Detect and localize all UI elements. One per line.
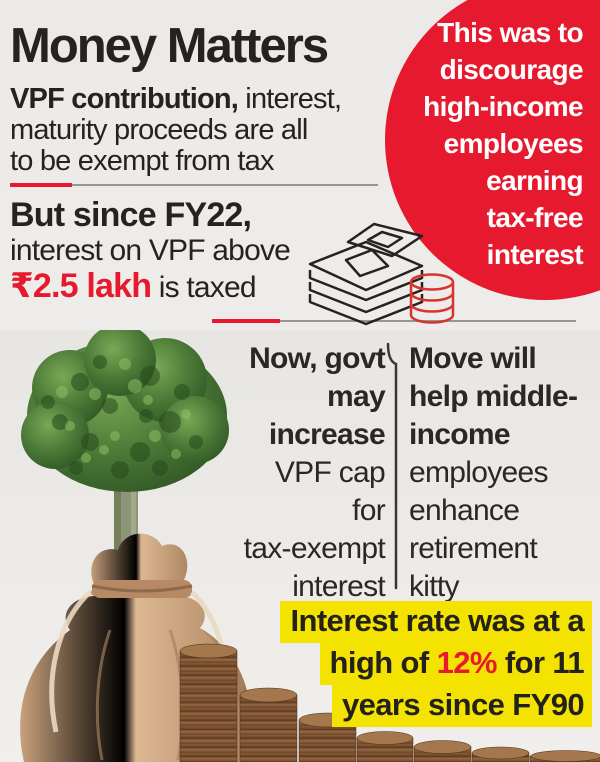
money-plant-photo (0, 330, 600, 762)
foliage-shadow-speckles (41, 355, 203, 479)
fact-line: income (409, 418, 511, 451)
stat-percent: 12% (436, 645, 498, 680)
stat-line-1: Interest rate was at a (280, 601, 592, 643)
fact-line: tax-exempt (243, 532, 386, 565)
red-accent-segment (10, 183, 72, 187)
stat-pre: high of (329, 645, 437, 680)
headline: Money Matters (10, 19, 329, 73)
column-divider (386, 342, 398, 590)
stat-line-2: high of 12% for 11 (319, 643, 592, 685)
intro-text: VPF contribution, interest, maturity pro… (10, 83, 342, 177)
fact-line: increase (268, 418, 386, 451)
fact-line: Move will (409, 342, 537, 375)
foliage-light-speckles (56, 358, 191, 463)
divider-rule-top (10, 183, 378, 187)
banknote-stack-icon (308, 222, 455, 326)
leaning-banknote (346, 222, 424, 258)
fact-line: enhance (409, 494, 520, 527)
since-heading: But since FY22, (10, 196, 252, 234)
intro-line-1: VPF contribution, interest, (10, 83, 342, 115)
fact-line: may (327, 380, 386, 413)
left-fact-column: Now, govt may increase VPF cap for tax-e… (150, 340, 386, 606)
intro-line-3: to be exempt from tax (10, 145, 274, 177)
callout-line: This was to (437, 17, 583, 48)
callout-line: interest (486, 239, 584, 270)
taxed-rest: is taxed (151, 271, 257, 304)
red-accent-segment (212, 319, 280, 323)
callout-line: tax-free (486, 202, 584, 233)
since-line-2: interest on VPF above (10, 234, 291, 267)
stat-line-3: years since FY90 (331, 685, 592, 727)
top-banknote (308, 240, 424, 292)
callout-text: This was to discourage high-income emplo… (413, 14, 583, 273)
right-fact-column: Move will help middle- income employees … (409, 340, 599, 606)
coin-stack-icon (409, 273, 455, 324)
fact-line: for (352, 494, 386, 527)
fact-line: help middle- (409, 380, 578, 413)
intro-bold: VPF contribution, (10, 83, 239, 115)
tree-foliage (21, 330, 229, 492)
fact-line: kitty (409, 570, 460, 603)
red-callout-bubble: This was to discourage high-income emplo… (385, 0, 600, 300)
callout-line: employees (443, 128, 584, 159)
interest-rate-stat: Interest rate was at a high of 12% for 1… (280, 601, 592, 727)
divider-rule-middle (212, 319, 576, 323)
intro-rest: interest, (238, 83, 342, 115)
fact-line: Now, govt (249, 342, 386, 375)
since-line-3: ₹2.5 lakh is taxed (10, 268, 290, 306)
fact-line: employees (409, 456, 548, 489)
stat-post: for 11 (496, 645, 585, 680)
callout-line: high-income (423, 91, 583, 122)
intro-line-2: maturity proceeds are all (10, 114, 308, 146)
fact-line: retirement (409, 532, 538, 565)
coin-stacks (179, 643, 600, 762)
taxed-amount: ₹2.5 lakh (10, 267, 152, 305)
callout-line: earning (486, 165, 584, 196)
fact-line: interest (292, 570, 385, 603)
callout-line: discourage (439, 54, 584, 85)
fact-line: VPF cap (274, 456, 386, 489)
since-fy22-block: But since FY22, interest on VPF above ₹2… (10, 196, 291, 306)
